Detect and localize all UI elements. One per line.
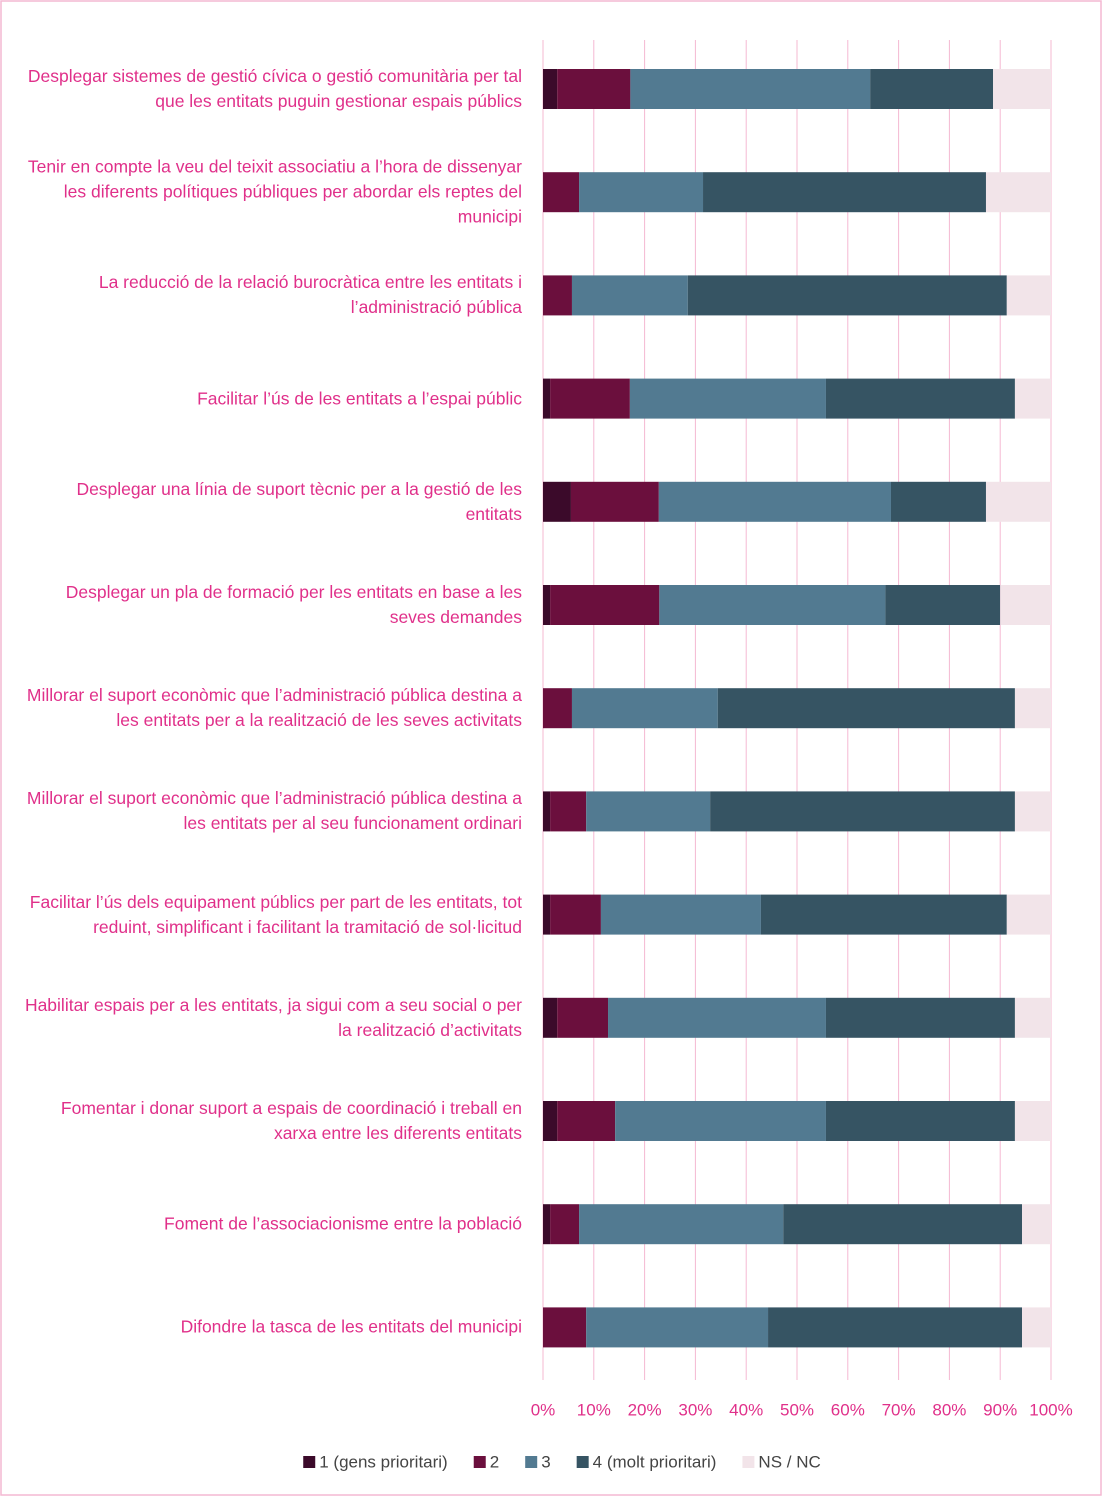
bar-segment [825, 378, 1015, 419]
bar-segment [1000, 585, 1051, 625]
bar-segment [1006, 894, 1051, 935]
category-label: Desplegar una línia de suport tècnic per… [76, 478, 522, 524]
bar-segment [629, 378, 826, 419]
bar-segment [687, 275, 1007, 316]
bar-segment [600, 894, 761, 935]
x-tick-label: 40% [729, 1400, 763, 1419]
x-tick-label: 30% [678, 1400, 712, 1419]
bar-segment [1014, 378, 1051, 419]
bar-segment [543, 1101, 558, 1141]
bar-segment [550, 378, 630, 419]
legend-swatch [473, 1456, 486, 1468]
bar-segment [579, 172, 704, 213]
bar-segment [570, 481, 659, 522]
legend-swatch [525, 1456, 538, 1468]
bar-segment [543, 688, 572, 729]
category-label: Desplegar un pla de formació per les ent… [65, 582, 522, 627]
bar-segment [630, 69, 871, 109]
bar-segment [543, 69, 558, 109]
x-tick-label: 50% [780, 1400, 814, 1419]
bar-segment [571, 688, 718, 729]
x-tick-label: 0% [531, 1400, 556, 1419]
category-label: Difondre la tasca de les entitats del mu… [180, 1316, 522, 1337]
x-tick-label: 10% [577, 1400, 611, 1419]
bar-segment [885, 585, 1001, 625]
bar-segment [543, 997, 558, 1038]
bar-segment [615, 1101, 826, 1141]
category-label: Millorar el suport econòmic que l’admini… [26, 788, 522, 834]
category-label: Tenir en compte la veu del teixit associ… [27, 156, 522, 227]
bar-segment [608, 997, 826, 1038]
bar-segment [557, 997, 609, 1038]
bar-segment [760, 894, 1007, 935]
category-label: La reducció de la relació burocràtica en… [98, 272, 522, 318]
bar-segment [768, 1307, 1023, 1348]
x-tick-label: 20% [628, 1400, 662, 1419]
bar-segment [586, 1307, 769, 1348]
legend-label: NS / NC [758, 1452, 820, 1471]
bar-segment [571, 275, 688, 316]
bar-segment [870, 69, 994, 109]
bar-segment [543, 791, 551, 832]
bar-segment [825, 997, 1015, 1038]
bar-segment [1014, 688, 1051, 729]
bar-segment [543, 1307, 587, 1348]
x-tick-label: 80% [932, 1400, 966, 1419]
bar-segment [659, 585, 886, 625]
bar-segment [543, 1204, 551, 1245]
x-tick-label: 70% [882, 1400, 916, 1419]
category-label: Facilitar l’ús de les entitats a l’espai… [197, 388, 522, 409]
bar-segment [703, 172, 986, 213]
bar-segment [557, 1101, 616, 1141]
category-label: Desplegar sistemes de gestió cívica o ge… [27, 66, 522, 111]
bar-segment [550, 791, 587, 832]
legend-swatch [576, 1456, 589, 1468]
bar-segment [543, 894, 551, 935]
bar-segment [985, 481, 1051, 522]
bar-segment [543, 172, 580, 213]
bar-segment [717, 688, 1015, 729]
legend-swatch [742, 1456, 755, 1468]
bar-segment [783, 1204, 1023, 1245]
bar-segment [550, 585, 660, 625]
category-label: Millorar el suport econòmic que l’admini… [26, 685, 522, 731]
bar-segment [1022, 1204, 1051, 1245]
bar-segment [543, 378, 551, 419]
bar-segment [1006, 275, 1051, 316]
bar-segment [1022, 1307, 1051, 1348]
bar-segment [1014, 1101, 1051, 1141]
category-label: Habilitar espais per a les entitats, ja … [24, 994, 522, 1040]
bar-segment [550, 894, 601, 935]
bar-segment [586, 791, 711, 832]
x-tick-label: 100% [1029, 1400, 1072, 1419]
bar-segment [543, 585, 551, 625]
legend-label: 4 (molt prioritari) [593, 1452, 717, 1471]
bar-segment [825, 1101, 1015, 1141]
legend-swatch [303, 1456, 316, 1468]
bar-segment [1014, 997, 1051, 1038]
bar-segment [658, 481, 891, 522]
category-label: Fomentar i donar suport a espais de coor… [60, 1098, 522, 1143]
category-label: Facilitar l’ús dels equipament públics p… [29, 891, 522, 937]
bar-segment [579, 1204, 784, 1245]
bar-segment [890, 481, 986, 522]
legend-label: 1 (gens prioritari) [319, 1452, 448, 1471]
bar-segment [993, 69, 1051, 109]
category-label: Foment de l’associacionisme entre la pob… [164, 1213, 522, 1234]
legend-label: 2 [490, 1452, 499, 1471]
bar-segment [543, 275, 572, 316]
bar-segment [557, 69, 631, 109]
legend-label: 3 [541, 1452, 550, 1471]
bar-segment [985, 172, 1051, 213]
x-tick-label: 60% [831, 1400, 865, 1419]
bar-segment [543, 481, 571, 522]
bar-segment [1014, 791, 1051, 832]
bar-segment [710, 791, 1015, 832]
x-tick-label: 90% [983, 1400, 1017, 1419]
bar-segment [550, 1204, 580, 1245]
